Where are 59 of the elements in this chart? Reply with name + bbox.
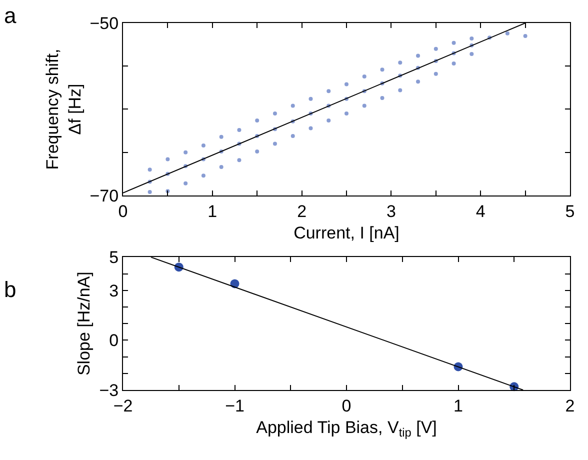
point (255, 150, 260, 154)
point (505, 31, 510, 36)
point (362, 104, 366, 108)
point (184, 181, 188, 186)
point (470, 36, 474, 41)
y-tick-label: 3 (109, 281, 119, 300)
point (290, 104, 295, 108)
point (398, 60, 402, 65)
point (166, 157, 170, 162)
x-tick-label: 5 (565, 202, 575, 221)
point (452, 40, 456, 45)
x-tick-label: 3 (386, 202, 396, 221)
point (201, 143, 206, 148)
point (237, 128, 242, 132)
point (344, 82, 348, 86)
point (237, 158, 242, 162)
point (290, 134, 295, 138)
point (184, 150, 188, 154)
point (272, 112, 277, 116)
point (148, 190, 152, 194)
x-axis-title: Applied Tip Bias, V$_{tip}$ [V] (256, 418, 437, 440)
text: b (4, 277, 16, 302)
x-tick-label: 2 (565, 396, 575, 416)
point (470, 52, 474, 56)
y-tick-label: 5 (109, 248, 119, 268)
point (452, 62, 456, 66)
x-axis-title: Current, I [nA] (294, 223, 400, 242)
point (272, 142, 277, 146)
y-axis-title: Frequency shift, Δf [Hz] (43, 48, 84, 170)
chart-title: a (4, 3, 17, 28)
point (326, 118, 331, 122)
point (434, 72, 438, 76)
point (398, 88, 402, 92)
point (362, 74, 366, 78)
point (523, 34, 528, 38)
point (416, 54, 420, 58)
point (344, 112, 348, 116)
x-tick-label: 2 (297, 202, 307, 221)
point (308, 126, 313, 130)
point (201, 174, 206, 178)
x-tick-label: 1 (208, 202, 218, 221)
point (308, 96, 313, 101)
y-tick-label: −70 (90, 186, 119, 206)
point (416, 80, 420, 84)
point (219, 165, 224, 170)
point (326, 89, 331, 94)
point (380, 68, 384, 72)
x-tick-label: 4 (476, 202, 486, 221)
x-tick-label: 0 (342, 396, 352, 416)
y-axis-title: Slope [Hz/nA] (74, 272, 94, 376)
y-tick-label: −50 (90, 14, 119, 33)
point (434, 46, 438, 51)
x-tick-label: −1 (225, 396, 244, 416)
point (255, 118, 260, 122)
point (148, 168, 152, 172)
point (219, 134, 224, 139)
x-tick-label: 1 (454, 396, 463, 416)
point (380, 96, 384, 100)
y-tick-label: 0 (109, 331, 119, 350)
